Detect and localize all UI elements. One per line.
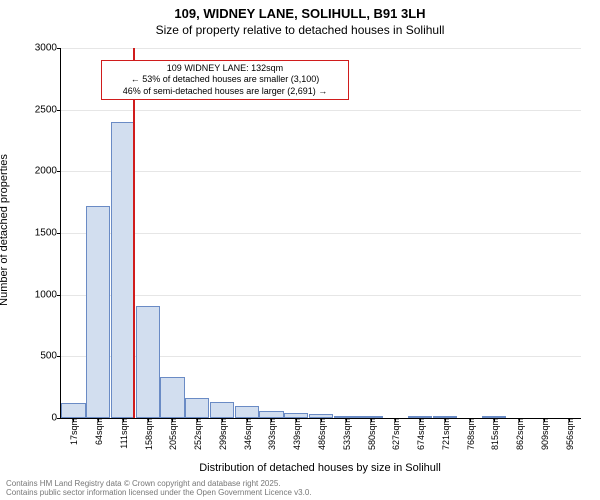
y-tick-label: 500 xyxy=(40,351,61,362)
footer-line-2: Contains public sector information licen… xyxy=(6,489,312,498)
x-tick-label: 580sqm xyxy=(365,418,377,450)
x-tick-label: 768sqm xyxy=(464,418,476,450)
histogram-bar xyxy=(160,377,184,418)
reference-annotation: 109 WIDNEY LANE: 132sqm ← 53% of detache… xyxy=(101,60,349,100)
y-tick-label: 3000 xyxy=(35,43,61,54)
annotation-line-2: ← 53% of detached houses are smaller (3,… xyxy=(106,74,344,85)
x-tick-label: 439sqm xyxy=(290,418,302,450)
x-tick-label: 111sqm xyxy=(117,418,129,449)
gridline xyxy=(61,171,581,172)
x-tick-label: 299sqm xyxy=(216,418,228,450)
histogram-bar xyxy=(210,402,234,418)
y-tick-label: 1500 xyxy=(35,228,61,239)
plot-area: 05001000150020002500300017sqm64sqm111sqm… xyxy=(60,48,581,419)
x-tick-label: 64sqm xyxy=(92,418,104,445)
histogram-bar xyxy=(185,398,209,418)
gridline xyxy=(61,233,581,234)
annotation-line-3: 46% of semi-detached houses are larger (… xyxy=(106,86,344,97)
x-tick-label: 17sqm xyxy=(67,418,79,445)
histogram-bar xyxy=(61,403,85,418)
y-tick-label: 0 xyxy=(51,413,61,424)
x-tick-label: 252sqm xyxy=(191,418,203,450)
histogram-bar xyxy=(86,206,110,418)
x-tick-label: 158sqm xyxy=(142,418,154,450)
annotation-line-1: 109 WIDNEY LANE: 132sqm xyxy=(106,63,344,74)
chart-subtitle: Size of property relative to detached ho… xyxy=(0,22,600,37)
histogram-bar xyxy=(111,122,135,418)
x-tick-label: 721sqm xyxy=(439,418,451,450)
y-tick-label: 1000 xyxy=(35,289,61,300)
gridline xyxy=(61,110,581,111)
x-tick-label: 486sqm xyxy=(315,418,327,450)
histogram-bar xyxy=(259,411,283,418)
attribution-footer: Contains HM Land Registry data © Crown c… xyxy=(6,480,312,498)
x-tick-label: 205sqm xyxy=(166,418,178,450)
x-tick-label: 909sqm xyxy=(538,418,550,450)
histogram-bar xyxy=(235,406,259,418)
reference-line xyxy=(133,48,135,418)
y-tick-label: 2500 xyxy=(35,104,61,115)
gridline xyxy=(61,295,581,296)
y-tick-label: 2000 xyxy=(35,166,61,177)
x-tick-label: 393sqm xyxy=(265,418,277,450)
gridline xyxy=(61,48,581,49)
x-tick-label: 533sqm xyxy=(340,418,352,450)
y-axis-title: Number of detached properties xyxy=(0,154,10,306)
x-tick-label: 627sqm xyxy=(389,418,401,450)
histogram-bar xyxy=(136,306,160,418)
x-tick-label: 815sqm xyxy=(488,418,500,450)
chart-title: 109, WIDNEY LANE, SOLIHULL, B91 3LH xyxy=(0,0,600,22)
x-tick-label: 862sqm xyxy=(513,418,525,450)
x-tick-label: 346sqm xyxy=(241,418,253,450)
x-tick-label: 956sqm xyxy=(563,418,575,450)
x-axis-title: Distribution of detached houses by size … xyxy=(60,462,580,474)
property-size-chart: 109, WIDNEY LANE, SOLIHULL, B91 3LH Size… xyxy=(0,0,600,500)
x-tick-label: 674sqm xyxy=(414,418,426,450)
